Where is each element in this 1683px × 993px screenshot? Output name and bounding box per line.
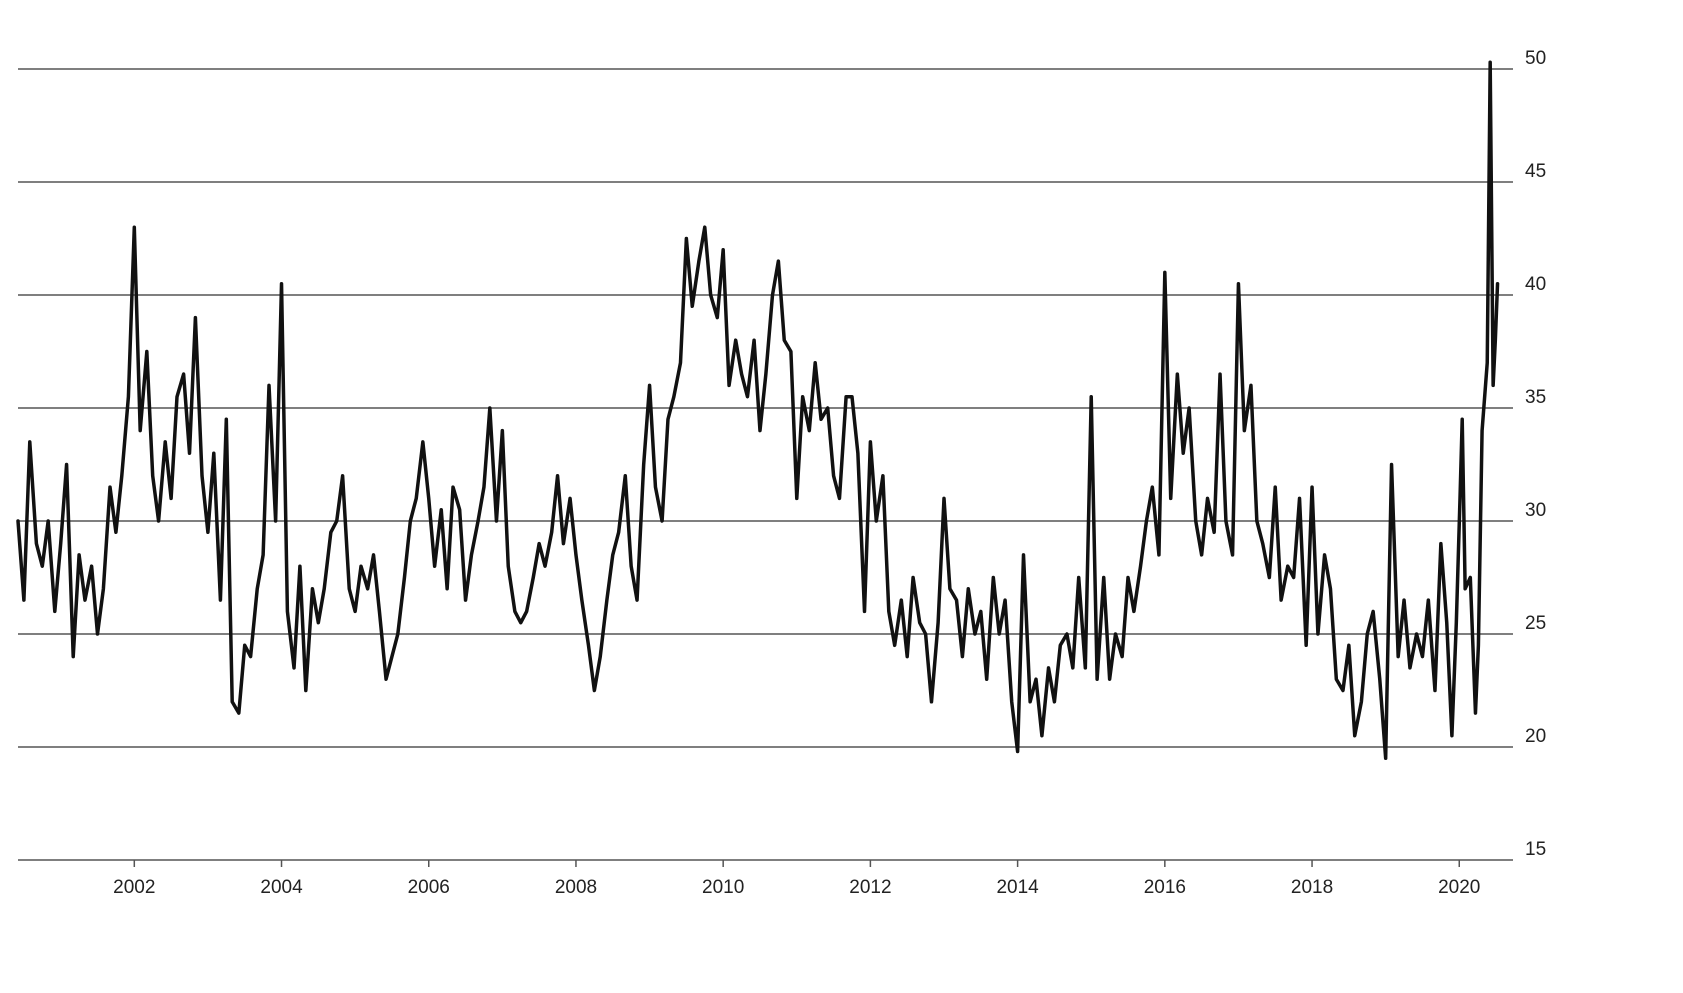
y-tick-label: 40 [1525,274,1546,295]
data-line [16,60,1500,761]
x-tick-label: 2010 [702,877,744,898]
y-tick-label: 20 [1525,726,1546,747]
y-tick-label: 50 [1525,48,1546,69]
y-tick-label: 30 [1525,500,1546,521]
x-tick-label: 2016 [1144,877,1186,898]
y-tick-label: 15 [1525,839,1546,860]
y-tick-label: 25 [1525,613,1546,634]
x-tick-label: 2004 [260,877,303,898]
x-tick-label: 2018 [1291,877,1333,898]
x-tick-label: 2020 [1438,877,1480,898]
y-tick-label: 35 [1525,387,1546,408]
x-tick-label: 2002 [113,877,155,898]
x-tick-label: 2012 [849,877,891,898]
x-tick-label: 2008 [555,877,597,898]
y-tick-label: 45 [1525,161,1546,182]
x-tick-label: 2014 [996,877,1039,898]
x-tick-label: 2006 [408,877,450,898]
